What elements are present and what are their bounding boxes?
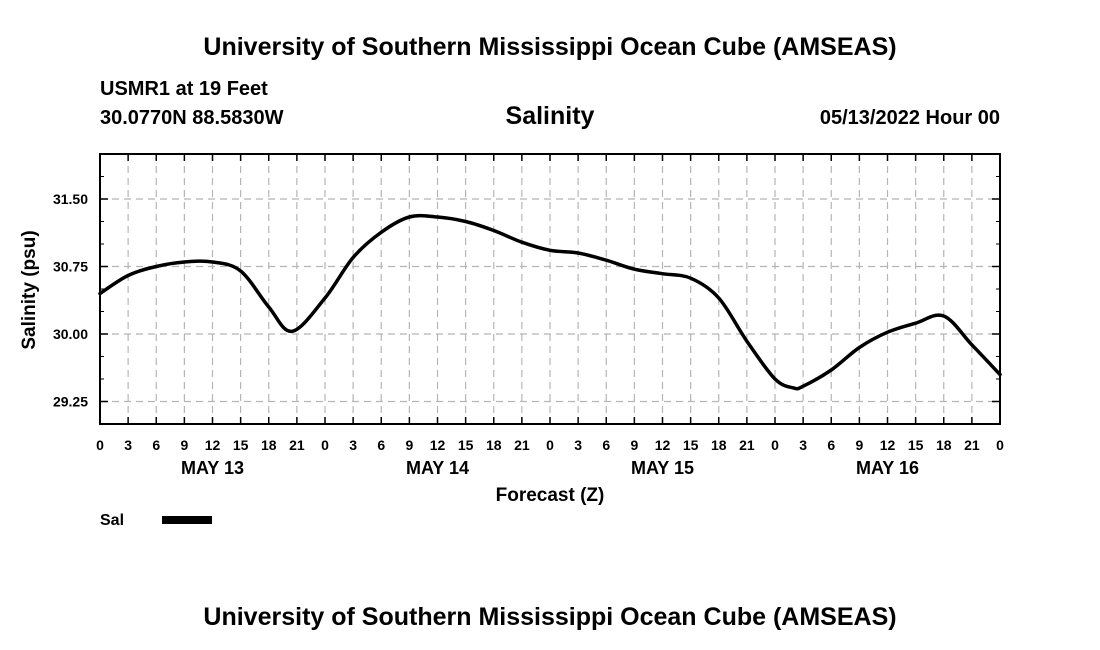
- x-tick-label: 21: [289, 437, 305, 453]
- datetime-label: 05/13/2022 Hour 00: [820, 107, 1000, 129]
- station-label: USMR1 at 19 Feet: [100, 78, 268, 100]
- x-tick-label: 9: [630, 437, 638, 453]
- day-label: MAY 13: [181, 458, 244, 478]
- x-tick-label: 18: [486, 437, 502, 453]
- x-tick-label: 9: [855, 437, 863, 453]
- x-tick-label: 9: [405, 437, 413, 453]
- x-tick-label: 18: [711, 437, 727, 453]
- y-tick-labels: 29.25 30.00 30.75 31.50: [53, 191, 88, 410]
- x-tick-label: 12: [430, 437, 446, 453]
- x-tick-label: 6: [377, 437, 385, 453]
- x-tick-label: 12: [655, 437, 671, 453]
- day-label: MAY 15: [631, 458, 694, 478]
- x-tick-label: 21: [739, 437, 755, 453]
- y-tick-label: 30.00: [53, 326, 88, 342]
- x-tick-label: 21: [514, 437, 530, 453]
- chart-title: Salinity: [506, 102, 595, 130]
- x-tick-label: 6: [152, 437, 160, 453]
- x-tick-label: 15: [233, 437, 249, 453]
- x-tick-label: 9: [180, 437, 188, 453]
- x-tick-label: 15: [683, 437, 699, 453]
- x-tick-label: 15: [458, 437, 474, 453]
- grid-lines: [100, 154, 1000, 424]
- x-tick-label: 21: [964, 437, 980, 453]
- x-tick-label: 3: [574, 437, 582, 453]
- x-tick-label: 3: [349, 437, 357, 453]
- day-label: MAY 14: [406, 458, 469, 478]
- day-labels: MAY 13 MAY 14 MAY 15 MAY 16: [181, 458, 919, 478]
- y-axis-label: Salinity (psu): [19, 230, 40, 349]
- day-label: MAY 16: [856, 458, 919, 478]
- x-tick-label: 3: [799, 437, 807, 453]
- x-tick-label: 6: [602, 437, 610, 453]
- x-tick-label: 18: [936, 437, 952, 453]
- x-tick-label: 15: [908, 437, 924, 453]
- x-tick-label: 18: [261, 437, 277, 453]
- y-tick-label: 29.25: [53, 394, 88, 410]
- legend-label-sal: Sal: [100, 512, 124, 529]
- x-tick-label: 12: [205, 437, 221, 453]
- plot-frame: [99, 153, 1001, 425]
- x-axis-label: Forecast (Z): [496, 485, 605, 506]
- series-line-sal: [98, 213, 1002, 391]
- x-tick-label: 0: [96, 437, 104, 453]
- legend: Sal: [100, 512, 212, 529]
- coords-label: 30.0770N 88.5830W: [100, 107, 284, 129]
- y-tick-label: 30.75: [53, 259, 88, 275]
- x-tick-labels: 0 3 6 9 12 15 18 21 0 3 6 9 12 15 18 21 0 3 6 9 12 15 18 21 0 3 6 9…: [96, 437, 1004, 453]
- x-tick-label: 0: [546, 437, 554, 453]
- x-tick-label: 0: [996, 437, 1004, 453]
- title-bottom: University of Southern Mississippi Ocean…: [203, 603, 896, 631]
- x-tick-label: 0: [321, 437, 329, 453]
- title-top: University of Southern Mississippi Ocean…: [203, 33, 896, 61]
- x-tick-label: 3: [124, 437, 132, 453]
- x-tick-label: 6: [827, 437, 835, 453]
- axis-ticks: [99, 153, 1001, 425]
- x-tick-label: 12: [880, 437, 896, 453]
- x-tick-label: 0: [771, 437, 779, 453]
- y-tick-label: 31.50: [53, 191, 88, 207]
